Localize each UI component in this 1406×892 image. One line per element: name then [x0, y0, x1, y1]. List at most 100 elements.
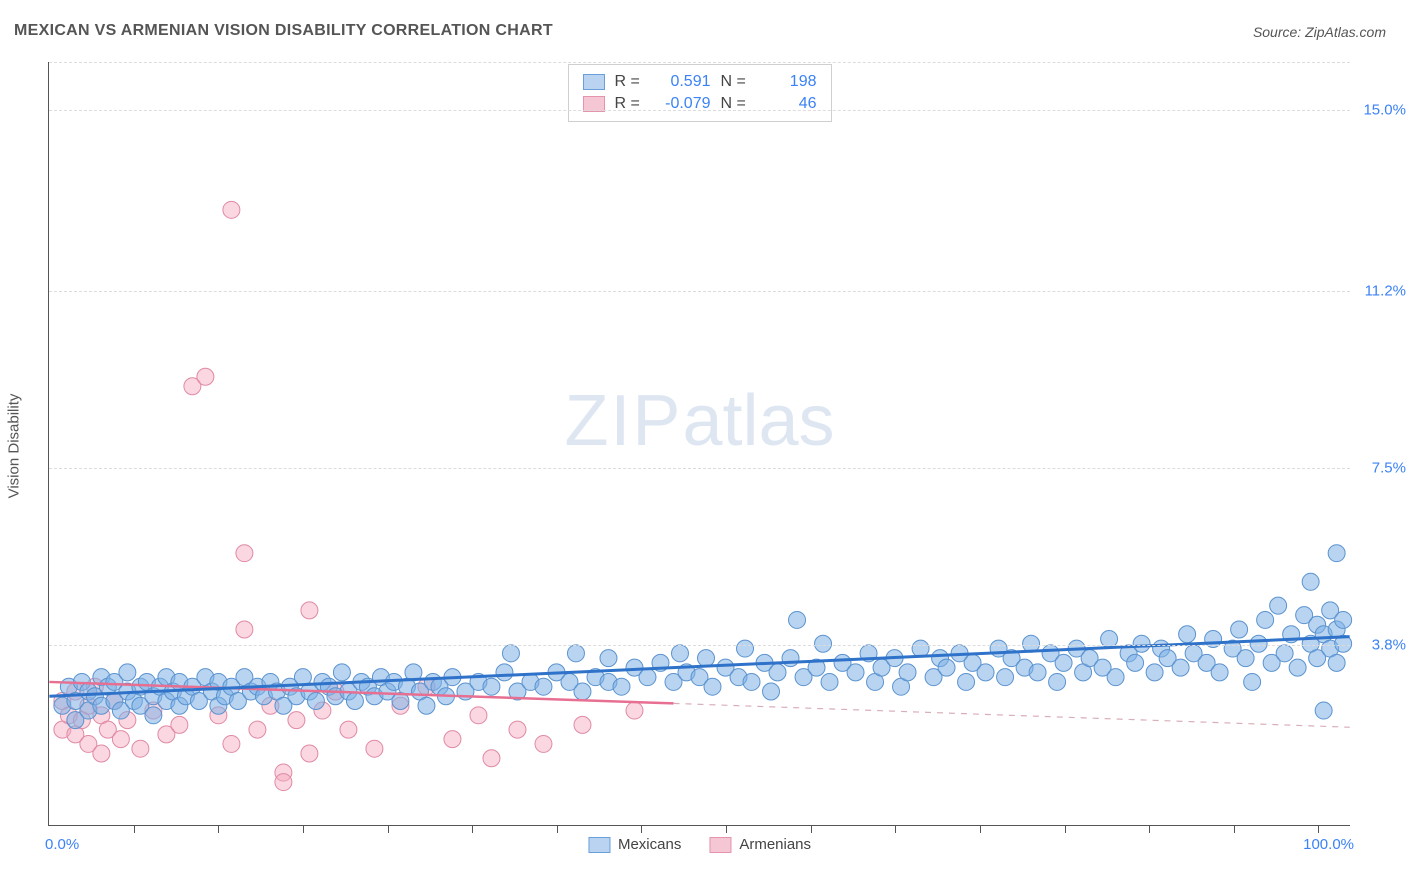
plot-area: ZIPatlas R = 0.591 N = 198 R = -0.079 N …	[48, 62, 1350, 826]
data-point-armenians	[236, 545, 253, 562]
data-point-mexicans	[535, 678, 552, 695]
gridline	[49, 645, 1350, 646]
y-axis-title: Vision Disability	[6, 394, 23, 499]
data-point-mexicans	[704, 678, 721, 695]
data-point-armenians	[444, 731, 461, 748]
data-point-armenians	[574, 716, 591, 733]
gridline	[49, 468, 1350, 469]
scatter-svg	[49, 62, 1350, 825]
data-point-mexicans	[899, 664, 916, 681]
data-point-mexicans	[997, 669, 1014, 686]
x-tick	[1065, 825, 1066, 833]
x-tick	[472, 825, 473, 833]
data-point-mexicans	[1146, 664, 1163, 681]
data-point-mexicans	[483, 678, 500, 695]
data-point-armenians	[509, 721, 526, 738]
x-tick	[641, 825, 642, 833]
x-axis-max-label: 100.0%	[1303, 836, 1354, 853]
x-tick	[218, 825, 219, 833]
x-tick	[1149, 825, 1150, 833]
data-point-mexicans	[613, 678, 630, 695]
data-point-mexicans	[743, 673, 760, 690]
series-legend: Mexicans Armenians	[588, 836, 811, 853]
data-point-mexicans	[763, 683, 780, 700]
data-point-mexicans	[958, 673, 975, 690]
data-point-armenians	[340, 721, 357, 738]
data-point-mexicans	[119, 664, 136, 681]
data-point-armenians	[535, 735, 552, 752]
data-point-armenians	[223, 735, 240, 752]
gridline	[49, 110, 1350, 111]
y-tick-label: 7.5%	[1354, 459, 1406, 476]
data-point-mexicans	[1231, 621, 1248, 638]
source-credit: Source: ZipAtlas.com	[1253, 24, 1386, 40]
data-point-mexicans	[698, 650, 715, 667]
data-point-armenians	[249, 721, 266, 738]
data-point-mexicans	[346, 693, 363, 710]
data-point-mexicans	[502, 645, 519, 662]
legend-item-armenians: Armenians	[709, 836, 811, 853]
data-point-mexicans	[938, 659, 955, 676]
y-tick-label: 11.2%	[1354, 283, 1406, 300]
data-point-mexicans	[1270, 597, 1287, 614]
data-point-armenians	[483, 750, 500, 767]
y-tick-label: 3.8%	[1354, 636, 1406, 653]
data-point-mexicans	[1315, 702, 1332, 719]
chart-container: MEXICAN VS ARMENIAN VISION DISABILITY CO…	[0, 0, 1406, 892]
data-point-armenians	[301, 745, 318, 762]
data-point-armenians	[366, 740, 383, 757]
data-point-mexicans	[769, 664, 786, 681]
x-tick	[895, 825, 896, 833]
x-tick	[1234, 825, 1235, 833]
legend-label-armenians: Armenians	[739, 836, 811, 853]
data-point-armenians	[112, 731, 129, 748]
data-point-armenians	[197, 368, 214, 385]
data-point-mexicans	[418, 697, 435, 714]
data-point-mexicans	[1237, 650, 1254, 667]
data-point-mexicans	[1172, 659, 1189, 676]
data-point-mexicans	[1289, 659, 1306, 676]
data-point-armenians	[275, 774, 292, 791]
data-point-mexicans	[1107, 669, 1124, 686]
data-point-mexicans	[1055, 654, 1072, 671]
chart-title: MEXICAN VS ARMENIAN VISION DISABILITY CO…	[14, 22, 553, 40]
data-point-mexicans	[1049, 673, 1066, 690]
data-point-mexicans	[600, 650, 617, 667]
data-point-mexicans	[821, 673, 838, 690]
x-tick	[303, 825, 304, 833]
trendline-armenians-extrap	[673, 703, 1349, 727]
data-point-mexicans	[1244, 673, 1261, 690]
data-point-mexicans	[145, 707, 162, 724]
data-point-mexicans	[1328, 545, 1345, 562]
legend-label-mexicans: Mexicans	[618, 836, 681, 853]
data-point-mexicans	[737, 640, 754, 657]
x-tick	[980, 825, 981, 833]
data-point-armenians	[626, 702, 643, 719]
data-point-mexicans	[1211, 664, 1228, 681]
data-point-mexicans	[977, 664, 994, 681]
data-point-armenians	[470, 707, 487, 724]
data-point-mexicans	[1276, 645, 1293, 662]
data-point-armenians	[132, 740, 149, 757]
x-tick	[557, 825, 558, 833]
x-tick	[811, 825, 812, 833]
data-point-mexicans	[1127, 654, 1144, 671]
data-point-armenians	[301, 602, 318, 619]
data-point-mexicans	[333, 664, 350, 681]
legend-item-mexicans: Mexicans	[588, 836, 681, 853]
x-tick	[726, 825, 727, 833]
data-point-mexicans	[1257, 611, 1274, 628]
y-tick-label: 15.0%	[1354, 101, 1406, 118]
x-tick	[388, 825, 389, 833]
data-point-mexicans	[789, 611, 806, 628]
data-point-mexicans	[912, 640, 929, 657]
data-point-mexicans	[639, 669, 656, 686]
data-point-mexicans	[1302, 573, 1319, 590]
data-point-mexicans	[1335, 611, 1352, 628]
gridline	[49, 62, 1350, 63]
x-tick	[1318, 825, 1319, 833]
data-point-mexicans	[574, 683, 591, 700]
data-point-mexicans	[1328, 654, 1345, 671]
data-point-armenians	[171, 716, 188, 733]
gridline	[49, 291, 1350, 292]
